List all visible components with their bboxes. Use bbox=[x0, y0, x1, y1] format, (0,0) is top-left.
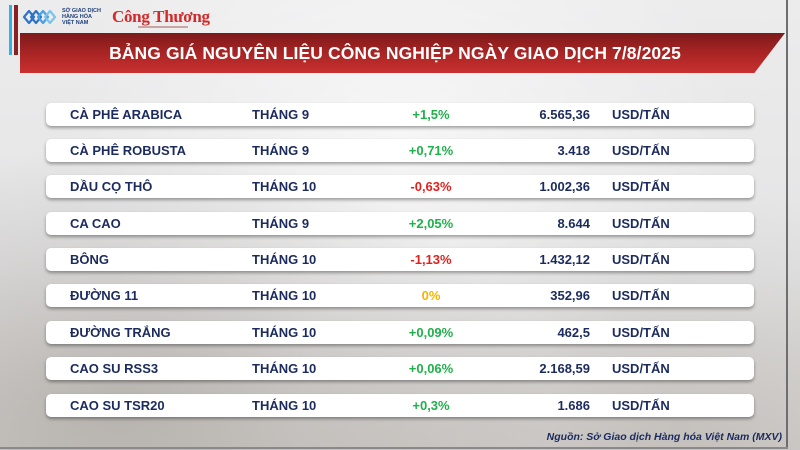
table-row: CAO SU TSR20 THÁNG 10 +0,3% 1.686 USD/TẤ… bbox=[46, 394, 754, 417]
price-unit: USD/TẤN bbox=[612, 252, 670, 267]
mxv-logo-icon bbox=[22, 9, 56, 25]
contract-month: THÁNG 10 bbox=[252, 398, 317, 413]
commodity-name: CAO SU RSS3 bbox=[70, 361, 159, 376]
logo-bar: SỞ GIAO DỊCH HÀNG HÓA VIỆT NAM Công Thươ… bbox=[22, 3, 210, 31]
price-change: +2,05% bbox=[408, 216, 454, 231]
commodity-name: ĐƯỜNG 11 bbox=[70, 288, 139, 303]
price-value: 462,5 bbox=[557, 325, 590, 340]
price-change: +1,5% bbox=[412, 107, 450, 122]
contract-month: THÁNG 10 bbox=[252, 252, 317, 267]
page-title: BẢNG GIÁ NGUYÊN LIỆU CÔNG NGHIỆP NGÀY GI… bbox=[109, 42, 681, 63]
source-caption: Nguồn: Sở Giao dịch Hàng hóa Việt Nam (M… bbox=[546, 431, 782, 443]
price-value: 3.418 bbox=[557, 143, 590, 158]
price-value: 352,96 bbox=[550, 288, 590, 303]
price-unit: USD/TẤN bbox=[612, 288, 670, 303]
table-row: ĐƯỜNG 11 THÁNG 10 0% 352,96 USD/TẤN bbox=[46, 284, 754, 307]
price-value: 8.644 bbox=[557, 216, 590, 231]
commodity-name: CÀ PHÊ ROBUSTA bbox=[70, 143, 187, 158]
price-change: -0,63% bbox=[410, 179, 452, 194]
commodity-name: DẦU CỌ THÔ bbox=[70, 179, 153, 194]
frame-border bbox=[786, 0, 788, 448]
publisher-logo: Công Thương bbox=[112, 7, 210, 28]
table-row: ĐƯỜNG TRẮNG THÁNG 10 +0,09% 462,5 USD/TẤ… bbox=[46, 321, 754, 344]
table-row: CAO SU RSS3 THÁNG 10 +0,06% 2.168,59 USD… bbox=[46, 357, 754, 380]
price-unit: USD/TẤN bbox=[612, 216, 670, 231]
price-value: 1.686 bbox=[557, 398, 590, 413]
contract-month: THÁNG 10 bbox=[252, 361, 317, 376]
table-row: CÀ PHÊ ROBUSTA THÁNG 9 +0,71% 3.418 USD/… bbox=[46, 139, 754, 162]
price-change: +0,71% bbox=[408, 143, 454, 158]
price-unit: USD/TẤN bbox=[612, 179, 670, 194]
table-row: DẦU CỌ THÔ THÁNG 10 -0,63% 1.002,36 USD/… bbox=[46, 175, 754, 198]
commodity-name: BÔNG bbox=[70, 252, 109, 267]
table-row: BÔNG THÁNG 10 -1,13% 1.432,12 USD/TẤN bbox=[46, 248, 754, 271]
contract-month: THÁNG 10 bbox=[252, 179, 317, 194]
mxv-logo-line: SỞ GIAO DỊCH bbox=[62, 8, 101, 14]
accent-stripe bbox=[14, 5, 18, 55]
table-row: CÀ PHÊ ARABICA THÁNG 9 +1,5% 6.565,36 US… bbox=[46, 103, 754, 126]
mxv-logo-line: VIỆT NAM bbox=[62, 20, 89, 26]
frame-border bbox=[0, 447, 788, 449]
price-value: 6.565,36 bbox=[539, 107, 590, 122]
mxv-logo-text: SỞ GIAO DỊCH HÀNG HÓA VIỆT NAM bbox=[62, 8, 106, 26]
commodity-name: ĐƯỜNG TRẮNG bbox=[70, 325, 171, 340]
contract-month: THÁNG 9 bbox=[252, 216, 310, 231]
price-change: -1,13% bbox=[410, 252, 452, 267]
price-value: 1.002,36 bbox=[539, 179, 590, 194]
commodity-name: CA CAO bbox=[70, 216, 121, 231]
price-unit: USD/TẤN bbox=[612, 325, 670, 340]
contract-month: THÁNG 10 bbox=[252, 325, 317, 340]
price-unit: USD/TẤN bbox=[612, 107, 670, 122]
publisher-logo-underline bbox=[138, 26, 188, 28]
accent-stripe bbox=[9, 5, 12, 55]
price-change: +0,3% bbox=[412, 398, 450, 413]
price-value: 2.168,59 bbox=[539, 361, 590, 376]
price-change: +0,09% bbox=[408, 325, 454, 340]
price-unit: USD/TẤN bbox=[612, 361, 670, 376]
price-value: 1.432,12 bbox=[539, 252, 590, 267]
price-change: +0,06% bbox=[408, 361, 454, 376]
commodity-name: CÀ PHÊ ARABICA bbox=[70, 107, 183, 122]
contract-month: THÁNG 10 bbox=[252, 288, 317, 303]
commodity-name: CAO SU TSR20 bbox=[70, 398, 165, 413]
contract-month: THÁNG 9 bbox=[252, 107, 310, 122]
price-change: 0% bbox=[421, 288, 441, 303]
mxv-logo-line: HÀNG HÓA bbox=[62, 14, 92, 20]
contract-month: THÁNG 9 bbox=[252, 143, 310, 158]
price-unit: USD/TẤN bbox=[612, 398, 670, 413]
price-unit: USD/TẤN bbox=[612, 143, 670, 158]
publisher-logo-text: Công Thương bbox=[112, 7, 210, 26]
table-row: CA CAO THÁNG 9 +2,05% 8.644 USD/TẤN bbox=[46, 212, 754, 235]
title-banner bbox=[20, 33, 785, 73]
